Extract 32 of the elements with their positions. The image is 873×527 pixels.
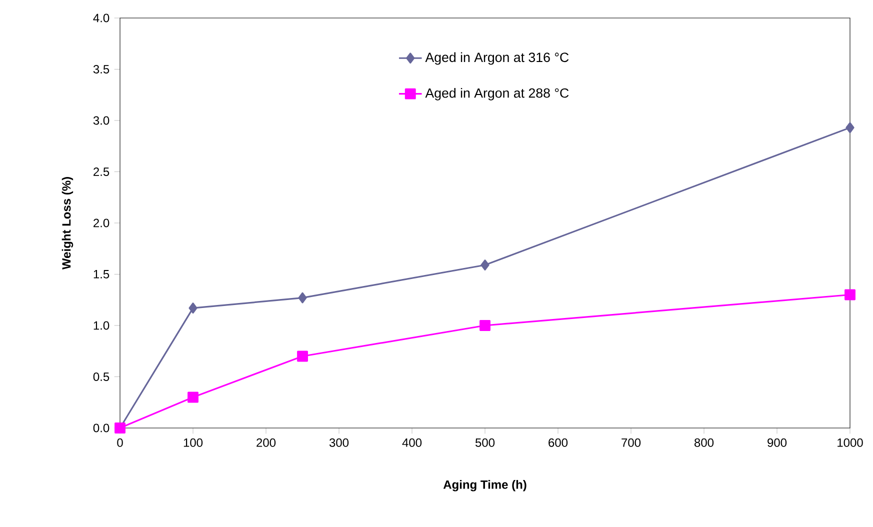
y-axis-title: Weight Loss (%) [62,177,74,270]
point [297,350,308,362]
x-tick-label: 400 [402,438,422,447]
point [188,302,198,314]
point [844,289,856,300]
x-tick-label: 1000 [838,438,863,447]
y-tick-label: 1.5 [94,270,110,278]
x-tick-label: 600 [548,438,568,447]
y-tick-label: 1.0 [94,321,110,330]
x-tick-label: 100 [184,438,203,447]
y-tick-label: 2.0 [94,218,110,228]
point [298,292,307,304]
point [188,392,198,403]
y-tick-label: 3.0 [93,116,110,125]
y-tick-label: 0.0 [93,424,110,432]
x-tick-label: 900 [768,438,787,447]
y-tick-label: 0.5 [93,372,110,381]
y-tick-label: 3.5 [93,64,110,74]
x-tick-label: 700 [622,438,641,447]
x-tick-label: 500 [475,438,495,447]
point [846,122,854,134]
legend-label: Aged in Argon at 316 °C [425,52,569,65]
x-tick-label: 800 [694,438,714,447]
point [480,320,490,331]
x-tick-label: 0 [117,438,123,447]
x-axis-title: Aging Time (h) [443,480,526,492]
legend-label: Aged in Argon at 288 °C [425,88,569,100]
y-tick-label: 4.0 [93,14,110,22]
point [480,260,490,270]
x-tick-label: 300 [329,438,349,447]
x-tick-label: 200 [256,438,276,447]
y-tick-label: 2.5 [94,167,110,176]
